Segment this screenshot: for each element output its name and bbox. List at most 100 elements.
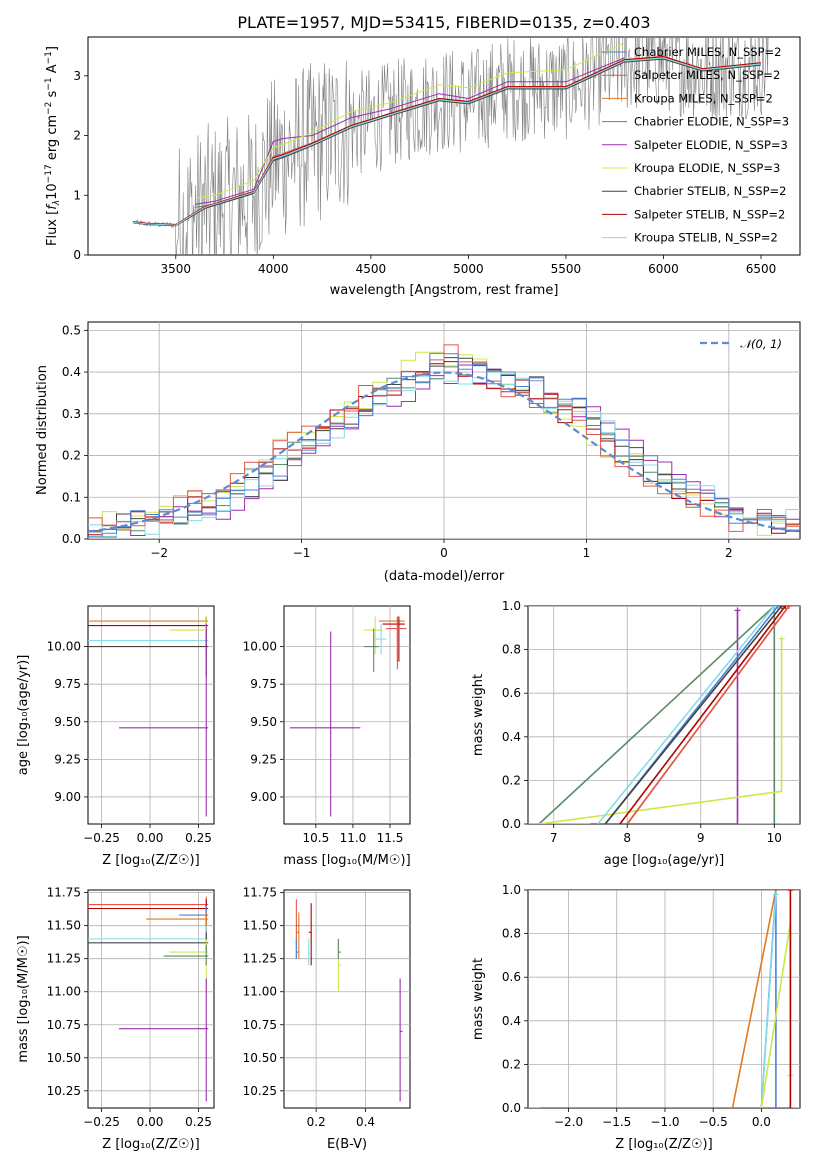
x-tick-label: −1.5 xyxy=(602,1115,631,1129)
x-tick-label: 0.25 xyxy=(185,831,212,845)
mass-age-panel: mass [log₁₀(M/M☉)] xyxy=(283,605,411,868)
z-age-xlabel: Z [log₁₀(Z/Z☉)] xyxy=(102,853,199,868)
x-tick-label: 4000 xyxy=(258,262,289,276)
x-tick-label: −2.0 xyxy=(554,1115,583,1129)
mass-weight-line xyxy=(731,890,777,1108)
age-weight-panel: age [log₁₀(age/yr)] mass weight xyxy=(471,605,801,868)
legend-entry: Kroupa MILES, N_SSP=2 xyxy=(634,91,773,105)
z-mass-panel: Z [log₁₀(Z/Z☉)] mass [log₁₀(M/M☉)] xyxy=(16,889,215,1152)
x-tick-label: 0 xyxy=(440,546,448,560)
legend-entry: Chabrier STELIB, N_SSP=2 xyxy=(634,184,786,198)
legend-entry: Salpeter MILES, N_SSP=2 xyxy=(634,68,780,82)
x-tick-label: −0.5 xyxy=(699,1115,728,1129)
z-mass-xlabel: Z [log₁₀(Z/Z☉)] xyxy=(102,1137,199,1152)
y-tick-label: 11.25 xyxy=(47,952,81,966)
y-tick-label: 11.50 xyxy=(243,919,277,933)
y-tick-label: 0.8 xyxy=(502,643,521,657)
age-weight-xlabel: age [log₁₀(age/yr)] xyxy=(604,853,725,868)
x-tick-label: 1 xyxy=(583,546,591,560)
y-tick-label: 11.75 xyxy=(47,886,81,900)
age-weight-axes: 7 8 9 10 0.0 0.2 0.4 0.6 0.8 1.0 xyxy=(502,599,800,845)
legend-entry: Salpeter STELIB, N_SSP=2 xyxy=(634,207,785,221)
y-tick-label: 2 xyxy=(73,129,81,143)
plot-area xyxy=(284,606,410,824)
residual-histogram xyxy=(88,352,800,538)
x-tick-label: 8 xyxy=(623,831,631,845)
z-weight-ylabel: mass weight xyxy=(471,958,486,1040)
residual-histogram xyxy=(88,371,800,537)
z-mass-axes: −0.25 0.00 0.25 10.25 10.50 10.75 11.00 11.25 11… xyxy=(47,886,214,1129)
y-tick-label: 9.25 xyxy=(250,752,277,766)
y-tick-label: 9.25 xyxy=(54,752,81,766)
x-tick-label: 5500 xyxy=(551,262,582,276)
plot-area xyxy=(88,606,214,824)
residual-ylabel: Normed distribution xyxy=(35,365,50,495)
mass-weight-marker xyxy=(782,606,789,609)
legend-entry: Salpeter ELODIE, N_SSP=3 xyxy=(634,138,788,152)
z-age-axes: −0.25 0.00 0.25 9.00 9.25 9.50 9.75 10.00 xyxy=(47,606,214,845)
y-tick-label: 0.4 xyxy=(502,1014,521,1028)
mass-age-frame xyxy=(283,605,411,825)
x-tick-label: −0.25 xyxy=(83,1115,120,1129)
mass-weight-marker xyxy=(734,607,741,614)
y-tick-label: 0.0 xyxy=(502,817,521,831)
legend-entry: Chabrier MILES, N_SSP=2 xyxy=(634,45,781,59)
observed-spectrum-line xyxy=(134,37,769,255)
y-tick-label: 0.2 xyxy=(502,773,521,787)
y-tick-label: 10.50 xyxy=(47,1051,81,1065)
mass-weight-marker xyxy=(772,1105,779,1108)
spectrum-panel: wavelength [Angstrom, rest frame] Flux [… xyxy=(44,36,801,298)
y-tick-label: 9.75 xyxy=(54,677,81,691)
mass-weight-marker xyxy=(778,635,785,642)
plot-area xyxy=(88,322,800,539)
y-tick-label: 10.75 xyxy=(47,1018,81,1032)
x-tick-label: −1 xyxy=(293,546,311,560)
residual-panel: (data-model)/error Normed distribution xyxy=(35,321,801,584)
residual-xlabel: (data-model)/error xyxy=(384,569,505,584)
x-tick-label: 0.00 xyxy=(137,831,164,845)
z-age-panel: Z [log₁₀(Z/Z☉)] age [log₁₀(age/yr)] xyxy=(16,605,215,868)
y-tick-label: 9.00 xyxy=(250,790,277,804)
plot-area xyxy=(528,890,800,1108)
y-tick-label: 0.1 xyxy=(62,490,81,504)
y-tick-label: 0.6 xyxy=(502,686,521,700)
spectrum-legend: Chabrier MILES, N_SSP=2 Salpeter MILES, N… xyxy=(602,45,789,245)
x-tick-label: 0.25 xyxy=(185,1115,212,1129)
model-spectrum-line xyxy=(195,42,625,199)
mass-weight-line xyxy=(619,606,786,824)
plot-area xyxy=(88,890,214,1108)
x-tick-label: −2 xyxy=(150,546,168,560)
residual-histogram xyxy=(88,362,800,533)
y-tick-label: 0.0 xyxy=(62,532,81,546)
mass-weight-marker xyxy=(778,606,785,609)
x-tick-label: 6000 xyxy=(648,262,679,276)
mass-weight-marker xyxy=(787,890,794,893)
x-tick-label: 11.0 xyxy=(340,831,367,845)
plot-area xyxy=(132,37,769,255)
spectrum-axes-frame xyxy=(87,36,801,256)
y-tick-label: 10.25 xyxy=(47,1084,81,1098)
y-tick-label: 10.25 xyxy=(243,1084,277,1098)
y-tick-label: 9.75 xyxy=(250,677,277,691)
y-tick-label: 9.50 xyxy=(250,715,277,729)
z-age-frame xyxy=(87,605,215,825)
age-weight-frame xyxy=(527,605,801,825)
y-tick-label: 0.4 xyxy=(502,730,521,744)
mass-weight-line xyxy=(760,894,777,1108)
y-tick-label: 9.00 xyxy=(54,790,81,804)
x-tick-label: 0.4 xyxy=(356,1115,375,1129)
mass-weight-line xyxy=(590,610,739,824)
gaussian-curve xyxy=(88,371,800,533)
y-tick-label: 0.2 xyxy=(62,449,81,463)
spectrum-axes: 3500 4000 4500 5000 5500 6000 6500 0 1 2 3 Chabrier… xyxy=(73,37,789,276)
y-tick-label: 0.3 xyxy=(62,407,81,421)
mass-age-axes: 10.5 11.0 11.5 9.00 9.25 9.50 9.75 10.00 xyxy=(243,606,410,845)
y-tick-label: 0.5 xyxy=(62,323,81,337)
spectrum-xlabel: wavelength [Angstrom, rest frame] xyxy=(330,283,559,298)
y-tick-label: 11.25 xyxy=(243,952,277,966)
x-tick-label: 4500 xyxy=(356,262,387,276)
model-spectrum-line xyxy=(132,57,762,226)
y-tick-label: 11.75 xyxy=(243,886,277,900)
mass-weight-marker xyxy=(772,891,779,898)
mass-weight-line xyxy=(604,606,783,824)
